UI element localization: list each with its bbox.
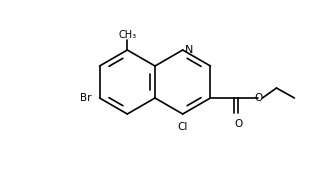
- Text: CH₃: CH₃: [118, 30, 136, 40]
- Text: O: O: [234, 119, 242, 129]
- Text: N: N: [185, 45, 193, 55]
- Text: Cl: Cl: [178, 122, 188, 132]
- Text: Br: Br: [80, 93, 91, 103]
- Text: O: O: [254, 93, 263, 103]
